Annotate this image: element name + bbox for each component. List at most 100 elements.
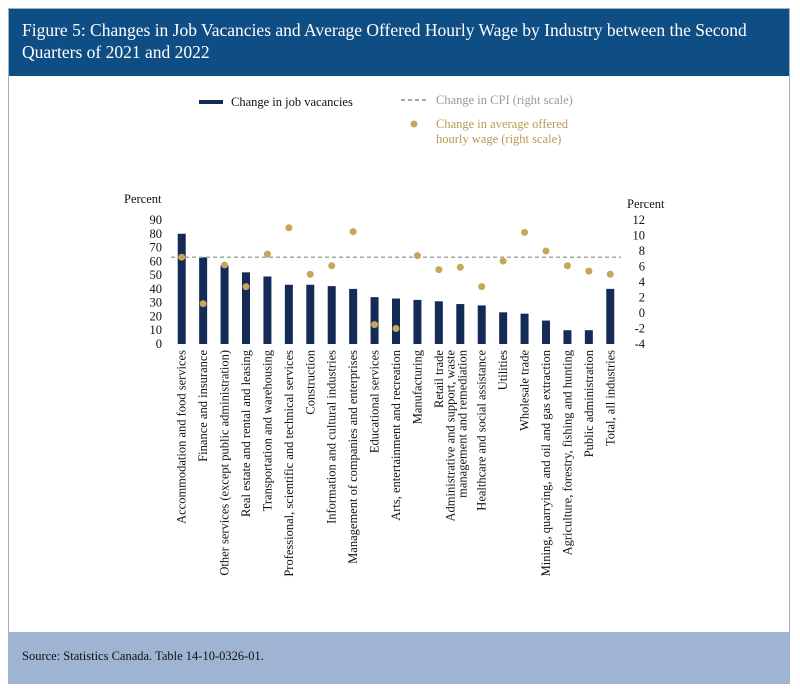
category-label: Manufacturing bbox=[410, 349, 424, 424]
category-label: Arts, entertainment and recreation bbox=[389, 349, 403, 521]
right-tick-label: 12 bbox=[633, 213, 646, 227]
category-label: Wholesale trade bbox=[518, 350, 532, 431]
vacancy-bar bbox=[284, 284, 293, 344]
legend-wage-swatch bbox=[410, 120, 418, 128]
legend-cpi-label: Change in CPI (right scale) bbox=[436, 93, 573, 107]
category-label: Other services (except public administra… bbox=[218, 350, 232, 576]
vacancy-bar bbox=[606, 288, 615, 344]
left-tick-label: 30 bbox=[150, 296, 163, 310]
category-label: Construction bbox=[303, 349, 317, 414]
category-labels: Accommodation and food services Finance a… bbox=[175, 349, 618, 576]
category-label: Transportation and warehousing bbox=[260, 349, 274, 511]
wage-dot bbox=[435, 266, 443, 274]
category-label: Real estate and rental and leasing bbox=[239, 349, 253, 517]
left-tick-label: 80 bbox=[150, 227, 163, 241]
right-tick-label: 6 bbox=[639, 260, 645, 274]
wage-dots bbox=[178, 224, 614, 332]
wage-dot bbox=[199, 300, 207, 308]
vacancy-bar bbox=[177, 233, 186, 344]
legend-wage-label-line2: hourly wage (right scale) bbox=[436, 132, 561, 146]
category-label: Finance and insurance bbox=[196, 350, 210, 462]
vacancy-bar bbox=[499, 312, 508, 344]
right-axis-ticks: -4-2 02 46 810 12 bbox=[633, 213, 646, 351]
wage-dot bbox=[263, 250, 271, 258]
category-label: Healthcare and social assistance bbox=[475, 350, 489, 511]
vacancy-bar bbox=[327, 286, 336, 344]
right-tick-label: -4 bbox=[635, 337, 646, 351]
vacancy-bar bbox=[520, 313, 529, 344]
vacancy-bars bbox=[177, 233, 615, 344]
wage-dot bbox=[221, 261, 229, 269]
category-label: Retail trade bbox=[432, 350, 446, 408]
left-tick-label: 60 bbox=[150, 254, 163, 268]
source-note: Source: Statistics Canada. Table 14-10-0… bbox=[22, 649, 264, 663]
vacancy-bar bbox=[563, 330, 572, 344]
category-label: Public administration bbox=[582, 349, 596, 457]
right-tick-label: 2 bbox=[639, 291, 645, 305]
left-tick-label: 50 bbox=[150, 268, 163, 282]
category-label: Administrative and support, waste bbox=[443, 350, 457, 522]
legend-vacancies-label: Change in job vacancies bbox=[231, 95, 353, 109]
category-label: Utilities bbox=[496, 350, 510, 390]
legend-vacancies-swatch bbox=[199, 100, 223, 104]
figure-header: Figure 5: Changes in Job Vacancies and A… bbox=[9, 9, 789, 76]
vacancy-bar bbox=[477, 305, 486, 344]
vacancy-bar bbox=[413, 299, 422, 344]
left-tick-label: 0 bbox=[156, 337, 162, 351]
wage-dot bbox=[285, 224, 293, 232]
category-label: Accommodation and food services bbox=[175, 350, 189, 524]
category-label: Educational services bbox=[368, 350, 382, 453]
left-axis-title: Percent bbox=[124, 192, 162, 206]
vacancy-bar bbox=[392, 298, 400, 344]
vacancy-bar bbox=[542, 320, 550, 344]
category-label: Professional, scientific and technical s… bbox=[282, 350, 296, 577]
wage-dot bbox=[521, 228, 529, 236]
right-tick-label: 0 bbox=[639, 306, 645, 320]
vacancy-bar bbox=[434, 301, 443, 344]
wage-dot bbox=[478, 283, 486, 291]
wage-dot bbox=[585, 267, 593, 275]
legend-wage-label-line1: Change in average offered bbox=[436, 117, 569, 131]
wage-dot bbox=[392, 325, 400, 332]
vacancy-bar bbox=[220, 265, 229, 344]
category-label: Management of companies and enterprises bbox=[346, 350, 360, 564]
wage-dot bbox=[456, 263, 464, 271]
chart: Change in job vacancies Change in CPI (r… bbox=[124, 93, 665, 577]
left-tick-label: 40 bbox=[150, 282, 163, 296]
right-tick-label: 8 bbox=[639, 244, 645, 258]
wage-dot bbox=[563, 262, 571, 270]
vacancy-bar bbox=[456, 304, 465, 344]
category-label: Total, all industries bbox=[603, 350, 617, 446]
left-tick-label: 20 bbox=[150, 309, 163, 323]
wage-dot bbox=[542, 247, 550, 255]
vacancy-bar bbox=[242, 272, 250, 344]
figure-footer: Source: Statistics Canada. Table 14-10-0… bbox=[9, 632, 789, 683]
wage-dot bbox=[242, 283, 250, 291]
wage-dot bbox=[349, 228, 357, 236]
right-axis-title: Percent bbox=[627, 197, 665, 211]
left-tick-label: 70 bbox=[150, 241, 163, 255]
wage-dot bbox=[328, 262, 336, 270]
right-tick-label: -2 bbox=[635, 322, 645, 336]
wage-dot bbox=[606, 270, 614, 278]
figure-title: Figure 5: Changes in Job Vacancies and A… bbox=[22, 20, 747, 62]
category-label: Information and cultural industries bbox=[325, 350, 339, 524]
category-label: Mining, quarrying, and oil and gas extra… bbox=[539, 349, 553, 576]
wage-dot bbox=[306, 270, 314, 278]
wage-dot bbox=[178, 253, 186, 261]
figure-frame: Figure 5: Changes in Job Vacancies and A… bbox=[8, 8, 790, 684]
vacancy-bar bbox=[370, 297, 379, 344]
category-label: management and remediation bbox=[455, 349, 469, 498]
vacancy-bar bbox=[263, 276, 272, 344]
right-tick-label: 4 bbox=[639, 275, 646, 289]
vacancy-bar bbox=[584, 330, 593, 344]
left-tick-label: 90 bbox=[150, 213, 163, 227]
right-tick-label: 10 bbox=[633, 229, 646, 243]
vacancy-bar bbox=[306, 284, 315, 344]
wage-dot bbox=[371, 321, 379, 329]
vacancy-bar bbox=[349, 288, 358, 344]
wage-dot bbox=[499, 257, 507, 265]
left-tick-label: 10 bbox=[150, 323, 163, 337]
category-label: Agriculture, forestry, fishing and hunti… bbox=[560, 349, 574, 555]
